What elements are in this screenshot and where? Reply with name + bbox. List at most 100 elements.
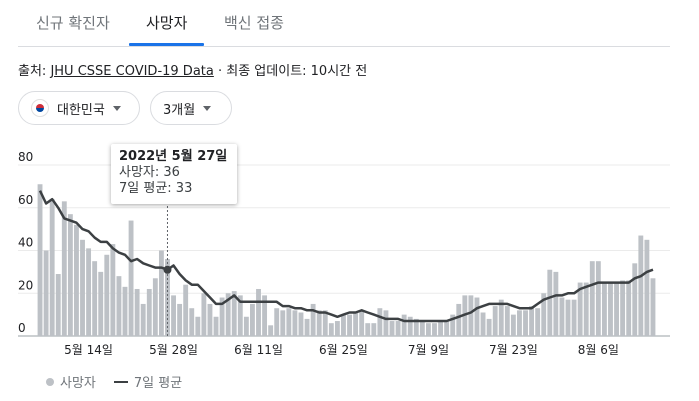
data-bar [377, 308, 383, 336]
x-tick-label: 5월 28일 [149, 343, 198, 357]
data-bar [67, 214, 73, 336]
data-bar [55, 274, 61, 336]
data-bar [601, 282, 607, 336]
tooltip-date: 2022년 5월 27일 [119, 149, 228, 164]
x-tick-label: 6월 25일 [319, 343, 368, 357]
data-bar [134, 288, 140, 336]
y-tick-label: 40 [18, 236, 33, 250]
data-bar [510, 314, 516, 336]
x-tick-label: 6월 11일 [234, 343, 283, 357]
hover-point [163, 265, 172, 274]
data-bar [104, 254, 110, 336]
chart-tooltip: 2022년 5월 27일 사망자: 36 7일 평균: 33 [111, 144, 237, 204]
data-bar [268, 325, 274, 336]
tooltip-average: 7일 평균: 33 [119, 181, 193, 196]
data-bar [74, 224, 79, 336]
chevron-down-icon [203, 105, 212, 111]
data-bar [195, 316, 201, 336]
data-bar [158, 250, 164, 336]
data-bar [492, 306, 498, 336]
data-bar [535, 308, 541, 336]
data-bar [225, 293, 231, 336]
data-bar [365, 323, 371, 336]
data-bar [213, 316, 219, 336]
data-bar [243, 316, 249, 336]
average-line [38, 190, 654, 323]
data-bar [237, 295, 243, 336]
data-bar [140, 303, 146, 336]
data-bar [571, 299, 577, 336]
y-tick-label: 0 [18, 321, 26, 335]
last-updated: · 최종 업데이트: 10시간 전 [213, 64, 368, 79]
x-tick-label: 7월 23일 [489, 343, 538, 357]
x-tick-label: 7월 9일 [408, 343, 449, 357]
country-selector[interactable]: 대한민국 [18, 91, 140, 125]
active-tab-indicator [129, 43, 204, 46]
chart-legend: 사망자 7일 평균 [46, 372, 182, 391]
data-bar [432, 323, 437, 336]
data-bar [620, 280, 626, 336]
data-bar [650, 278, 656, 336]
data-bar [298, 312, 304, 336]
deaths-chart[interactable]: 0 20 40 60 80 5월 14일 5월 28일 6월 11일 6월 25일 7월 9일 7월… [0, 140, 699, 364]
data-bar [347, 314, 352, 336]
data-bar [92, 261, 98, 336]
source-prefix: 출처: [18, 64, 51, 79]
y-tick-label: 80 [18, 150, 33, 164]
data-bar [256, 288, 261, 336]
line-legend-swatch [113, 380, 128, 383]
data-bar [474, 297, 480, 336]
data-bar [250, 303, 255, 336]
data-bar [310, 303, 316, 336]
data-bar [614, 282, 619, 336]
data-bar [280, 310, 286, 336]
data-bar [595, 261, 601, 336]
data-bar [189, 308, 195, 336]
data-bar [553, 271, 559, 336]
data-bar [632, 263, 638, 336]
data-bar [401, 314, 407, 336]
data-bar [219, 297, 225, 336]
data-bar [425, 323, 431, 336]
tab-deaths[interactable]: 사망자 [146, 14, 188, 32]
data-bar [413, 318, 419, 336]
data-bar [498, 299, 504, 336]
data-bar [110, 244, 116, 336]
data-bar [565, 299, 571, 336]
data-bar [589, 261, 595, 336]
data-bar [547, 269, 553, 336]
data-bar [626, 280, 632, 336]
data-bar [128, 220, 134, 336]
data-bar [359, 310, 365, 336]
tab-bar: 신규 확진자 사망자 백신 접종 [18, 0, 670, 47]
data-bar [450, 314, 456, 336]
source-link[interactable]: JHU CSSE COVID-19 Data [50, 64, 214, 79]
data-bar [292, 310, 298, 336]
data-bar [171, 295, 176, 336]
data-bar [444, 321, 450, 336]
data-bar [183, 284, 189, 336]
chevron-down-icon [112, 105, 121, 111]
data-bar [37, 184, 43, 336]
data-bar [407, 316, 413, 336]
data-bar [334, 321, 340, 336]
y-tick-label: 60 [18, 193, 33, 207]
tab-new-cases[interactable]: 신규 확진자 [36, 14, 110, 32]
data-bar [201, 293, 207, 336]
data-bar [371, 323, 377, 336]
data-bar [529, 306, 535, 336]
data-bar [207, 303, 213, 336]
tab-vaccines[interactable]: 백신 접종 [224, 14, 284, 32]
data-bar [286, 308, 292, 336]
data-bar [86, 248, 92, 336]
data-bar [456, 303, 462, 336]
data-bar [122, 286, 128, 336]
data-bar [328, 323, 334, 336]
data-bar [43, 250, 49, 336]
data-bar [316, 310, 322, 336]
legend-deaths: 사망자 [60, 376, 96, 391]
data-bar [638, 235, 644, 336]
data-bar [322, 310, 328, 336]
period-selector[interactable]: 3개월 [150, 91, 232, 125]
data-bar [486, 318, 492, 336]
